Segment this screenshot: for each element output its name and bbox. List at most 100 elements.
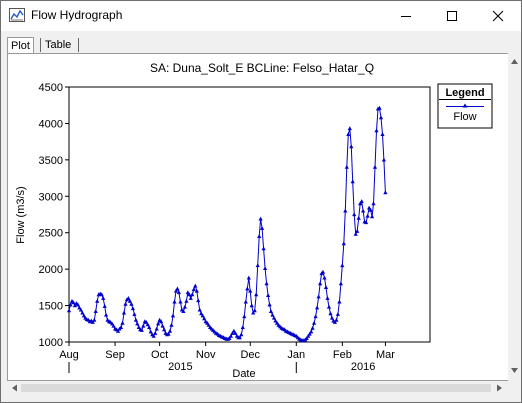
flow-point — [263, 266, 268, 270]
flow-point — [166, 331, 171, 336]
scroll-up-icon[interactable] — [511, 59, 518, 64]
flow-point — [383, 190, 388, 195]
flow-point — [197, 307, 202, 312]
flow-point — [261, 246, 266, 251]
flow-point — [374, 128, 379, 133]
flow-point — [248, 288, 253, 293]
flow-point — [251, 310, 256, 315]
flow-point — [312, 320, 317, 325]
minimize-button[interactable] — [383, 1, 429, 31]
horizontal-scroll-thumb[interactable] — [21, 384, 491, 392]
vertical-scrollbar[interactable] — [508, 53, 521, 381]
flow-point — [115, 328, 121, 333]
plot-panel: SA: Duna_Solt_E BCLine: Felso_Hatar_Q Fl… — [7, 53, 509, 381]
flow-point — [80, 310, 85, 315]
x-year-label: 2015 — [168, 361, 192, 373]
flow-point — [337, 299, 342, 304]
flow-point — [245, 286, 250, 291]
flow-point — [249, 303, 254, 308]
flow-series — [66, 105, 388, 343]
flow-point — [233, 331, 238, 335]
x-year-label: 2016 — [351, 361, 375, 373]
flow-point — [347, 126, 352, 131]
flow-point — [340, 263, 345, 268]
x-axis-label: Date — [232, 368, 255, 380]
flow-point — [145, 322, 150, 327]
legend-entry: Flow — [453, 111, 476, 123]
flow-point — [349, 144, 354, 149]
flow-point — [68, 302, 73, 307]
plot-area — [68, 86, 431, 343]
flow-point — [99, 292, 104, 297]
flow-point — [188, 296, 193, 300]
flow-point — [230, 331, 235, 335]
tab-plot[interactable]: Plot — [7, 37, 34, 54]
flow-point — [151, 333, 156, 338]
flow-point — [323, 285, 329, 289]
flow-point — [239, 332, 244, 337]
flow-point — [322, 275, 327, 280]
y-tick-label: 2000 — [39, 264, 63, 276]
flow-point — [367, 205, 372, 210]
flow-point — [181, 309, 186, 313]
flow-point — [355, 229, 360, 233]
flow-point — [92, 317, 97, 322]
scroll-arrows-vertical — [511, 59, 518, 373]
flow-point — [325, 296, 330, 300]
flow-point — [172, 299, 177, 304]
flow-point — [194, 288, 199, 293]
flow-point — [193, 283, 198, 288]
flow-point — [371, 201, 376, 206]
flow-point — [182, 304, 187, 309]
flow-point — [268, 309, 274, 313]
flow-point — [126, 296, 131, 300]
flow-point — [378, 115, 384, 120]
flow-point — [358, 201, 363, 206]
maximize-button[interactable] — [429, 1, 475, 31]
y-axis-label: Flow (m3/s) — [15, 186, 27, 243]
horizontal-scrollbar[interactable] — [7, 381, 507, 395]
flow-point — [231, 328, 236, 333]
x-tick-label: Sep — [105, 349, 125, 361]
chart-title: SA: Duna_Solt_E BCLine: Felso_Hatar_Q — [150, 61, 374, 75]
flow-point — [175, 286, 180, 291]
y-tick-label: 2500 — [39, 228, 63, 240]
flow-point — [361, 208, 366, 213]
flow-point — [381, 157, 386, 162]
flow-point — [66, 308, 72, 313]
x-tick-label: Oct — [151, 349, 168, 361]
flow-point — [350, 179, 355, 184]
flow-point — [104, 312, 109, 317]
flow-point — [160, 323, 165, 328]
flow-point — [118, 325, 124, 329]
title-bar[interactable]: Flow Hydrograph — [1, 1, 521, 31]
scroll-left-icon[interactable] — [12, 384, 17, 392]
flow-point — [260, 226, 265, 230]
flow-point — [111, 323, 116, 328]
flow-point — [176, 290, 181, 295]
flow-point — [237, 335, 242, 340]
flow-point — [257, 234, 262, 238]
y-tick-label: 1500 — [39, 301, 63, 313]
close-icon — [492, 10, 504, 22]
scroll-right-icon[interactable] — [497, 384, 502, 392]
flow-point — [169, 322, 174, 327]
flow-point — [309, 329, 314, 334]
flow-point — [332, 320, 337, 324]
scroll-down-icon[interactable] — [511, 368, 518, 373]
tab-table[interactable]: Table — [45, 39, 72, 51]
x-axis: Aug Sep Oct Nov Dec Jan Feb Mar 2015 2016 — [59, 342, 395, 373]
flow-point — [135, 321, 140, 326]
flow-point — [200, 313, 205, 318]
close-button[interactable] — [475, 1, 521, 31]
flow-point — [271, 315, 277, 320]
flow-point — [178, 299, 183, 304]
flow-point — [273, 318, 278, 323]
flow-point — [377, 105, 382, 110]
y-tick-label: 1000 — [39, 337, 63, 349]
flow-point — [364, 220, 369, 225]
flow-point — [341, 241, 346, 246]
flow-point — [380, 132, 385, 136]
y-axis: 1000 1500 2000 2500 3000 3500 4000 4500 — [39, 82, 69, 349]
flow-point — [315, 305, 320, 310]
